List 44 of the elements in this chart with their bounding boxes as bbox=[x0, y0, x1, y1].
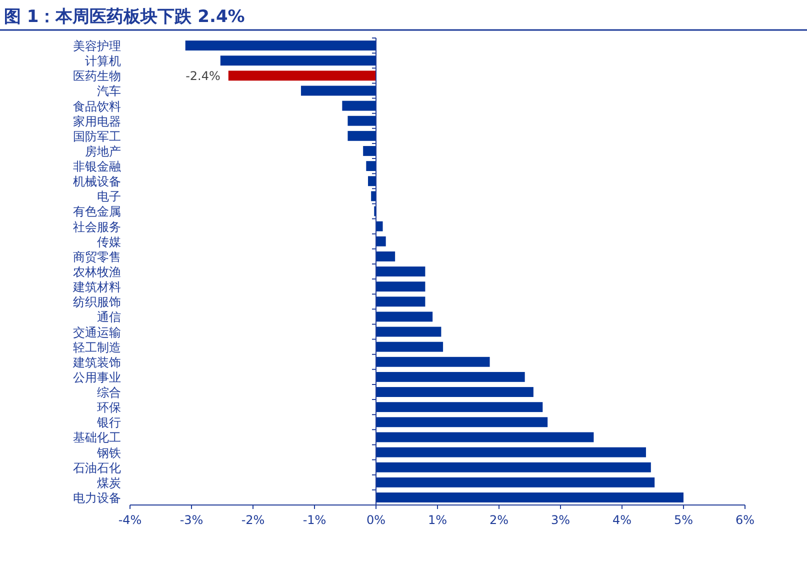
data-label: -2.4% bbox=[186, 69, 220, 84]
y-tick-label: 非银金融 bbox=[73, 160, 121, 174]
y-tick-label: 公用事业 bbox=[73, 370, 121, 384]
y-tick-label: 有色金属 bbox=[73, 204, 121, 219]
x-tick-label: 6% bbox=[735, 513, 755, 527]
x-tick-label: 4% bbox=[612, 513, 632, 527]
y-tick-label: 交通运输 bbox=[73, 325, 121, 340]
x-tick-label: 0% bbox=[366, 513, 386, 527]
y-tick-label: 通信 bbox=[97, 310, 121, 324]
y-tick-label: 煤炭 bbox=[97, 476, 121, 490]
y-tick-label: 农林牧渔 bbox=[73, 265, 121, 279]
y-tick-label: 国防军工 bbox=[73, 129, 121, 144]
x-tick-label: -3% bbox=[180, 513, 204, 527]
y-tick-label: 钢铁 bbox=[96, 446, 121, 460]
x-tick-label: -4% bbox=[118, 513, 142, 527]
y-tick-label: 基础化工 bbox=[73, 430, 121, 445]
y-tick-label: 综合 bbox=[97, 386, 121, 400]
x-tick-label: 2% bbox=[489, 513, 509, 527]
y-tick-label: 传媒 bbox=[97, 234, 121, 249]
y-tick-label: 汽车 bbox=[97, 84, 121, 98]
y-tick-label: 计算机 bbox=[85, 54, 121, 68]
y-tick-label: 纺织服饰 bbox=[73, 295, 121, 310]
x-tick-label: 5% bbox=[674, 513, 694, 527]
y-tick-label: 银行 bbox=[96, 416, 121, 430]
y-tick-label: 轻工制造 bbox=[73, 340, 121, 354]
x-tick-label: 3% bbox=[550, 513, 570, 527]
y-tick-label: 商贸零售 bbox=[73, 250, 121, 264]
y-tick-label: 家用电器 bbox=[73, 114, 121, 128]
y-tick-label: 建筑材料 bbox=[72, 280, 121, 294]
y-tick-label: 机械设备 bbox=[73, 174, 121, 189]
chart-title: 图 1：本周医药板块下跌 2.4% bbox=[4, 7, 245, 27]
x-tick-label: 1% bbox=[428, 513, 448, 527]
x-tick-label: -2% bbox=[241, 513, 265, 527]
y-tick-label: 电力设备 bbox=[73, 490, 121, 505]
y-tick-label: 建筑装饰 bbox=[72, 355, 121, 370]
y-tick-label: 电子 bbox=[97, 190, 121, 204]
y-tick-label: 医药生物 bbox=[73, 69, 121, 84]
y-tick-label: 社会服务 bbox=[73, 220, 121, 234]
x-tick-label: -1% bbox=[302, 513, 326, 527]
y-tick-label: 食品饮料 bbox=[73, 99, 121, 114]
y-tick-label: 环保 bbox=[97, 400, 121, 415]
y-tick-label: 石油石化 bbox=[73, 460, 121, 475]
y-tick-label: 美容护理 bbox=[73, 39, 121, 54]
y-tick-label: 房地产 bbox=[85, 144, 121, 158]
